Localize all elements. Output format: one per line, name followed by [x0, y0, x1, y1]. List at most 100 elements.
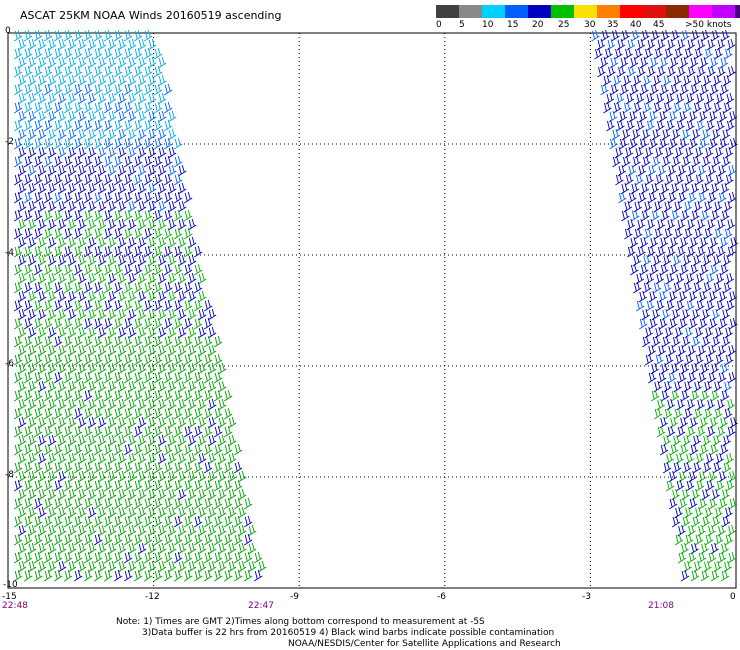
wind-barb	[24, 30, 32, 41]
wind-barb	[693, 102, 701, 113]
wind-barb	[655, 48, 663, 59]
wind-barb	[722, 30, 730, 41]
wind-barb	[623, 102, 631, 113]
wind-barb	[688, 372, 696, 383]
wind-barb	[681, 210, 689, 221]
time-label-swath-left-end: 22:47	[248, 601, 274, 611]
wind-barb	[164, 84, 172, 95]
wind-barb	[669, 318, 677, 329]
wind-barb	[705, 174, 713, 185]
wind-barb	[208, 327, 216, 338]
wind-barb	[709, 318, 717, 329]
wind-barb	[653, 282, 661, 293]
wind-barb	[681, 570, 689, 581]
wind-barb	[654, 408, 662, 419]
wind-barb	[689, 318, 697, 329]
wind-barb	[615, 48, 623, 59]
x-tick-3: -3	[582, 592, 591, 602]
wind-barb	[218, 381, 226, 392]
note-line-1: Note: 1) Times are GMT 2)Times along bot…	[116, 617, 485, 627]
wind-barb	[714, 228, 722, 239]
time-label-swath-left-start: 22:48	[2, 601, 28, 611]
wind-barb	[690, 444, 698, 455]
wind-barb	[660, 84, 668, 95]
wind-barb	[204, 300, 212, 311]
wind-barb	[661, 390, 669, 401]
wind-barb	[635, 48, 643, 59]
wind-barb	[664, 408, 672, 419]
wind-barb	[672, 30, 680, 41]
wind-barb	[715, 48, 723, 59]
wind-barb	[224, 390, 232, 401]
wind-barb	[228, 435, 236, 446]
wind-barb	[94, 30, 102, 41]
wind-barb	[673, 462, 681, 473]
wind-barb	[711, 210, 719, 221]
wind-barb	[719, 498, 727, 509]
wind-barb	[721, 390, 729, 401]
wind-barb	[634, 228, 642, 239]
wind-barb	[651, 390, 659, 401]
wind-barb	[706, 300, 714, 311]
wind-barb	[114, 30, 122, 41]
wind-barb	[612, 156, 620, 167]
wind-barb	[649, 318, 657, 329]
wind-barb	[702, 156, 710, 167]
wind-barb	[651, 210, 659, 221]
wind-barb	[628, 192, 636, 203]
wind-barb	[701, 570, 709, 581]
wind-barb	[682, 336, 690, 347]
wind-barb	[705, 48, 713, 59]
y-tick-4: -4	[5, 248, 14, 258]
wind-barb	[725, 48, 733, 59]
wind-barb	[680, 444, 688, 455]
wind-barb	[618, 66, 626, 77]
wind-barb	[708, 552, 716, 563]
wind-barb	[683, 282, 691, 293]
wind-barb	[630, 264, 638, 275]
wind-barb	[670, 84, 678, 95]
wind-barb	[654, 228, 662, 239]
wind-barb	[254, 552, 262, 563]
wind-barb	[679, 498, 687, 509]
wind-barb	[598, 66, 606, 77]
wind-barb	[658, 192, 666, 203]
y-tick-0: 0	[5, 26, 11, 36]
wind-barb	[158, 57, 166, 68]
wind-barb	[663, 282, 671, 293]
wind-barb	[673, 102, 681, 113]
wind-barb	[224, 408, 232, 419]
wind-barb	[655, 174, 663, 185]
wind-barb	[710, 84, 718, 95]
wind-barb	[718, 552, 726, 563]
wind-barb	[626, 120, 634, 131]
wind-barb	[723, 462, 731, 473]
wind-barb	[702, 30, 710, 41]
wind-barb	[592, 30, 600, 41]
wind-barb	[695, 534, 703, 545]
note-line-2: 3)Data buffer is 22 hrs from 20160519 4)…	[142, 628, 554, 638]
time-label-swath-right: 21:08	[648, 601, 674, 611]
wind-barb	[698, 192, 706, 203]
wind-barb	[718, 66, 726, 77]
wind-barb	[674, 228, 682, 239]
wind-barb	[698, 66, 706, 77]
wind-barb	[692, 336, 700, 347]
wind-barb	[642, 156, 650, 167]
wind-barb	[675, 174, 683, 185]
wind-barb	[675, 534, 683, 545]
wind-barb	[695, 354, 703, 365]
wind-barb	[684, 228, 692, 239]
wind-barb	[174, 156, 182, 167]
wind-barb	[706, 120, 714, 131]
wind-barb	[662, 156, 670, 167]
wind-barb	[691, 570, 699, 581]
wind-barb	[676, 120, 684, 131]
wind-barb	[636, 120, 644, 131]
wind-barb	[218, 363, 226, 374]
wind-barb	[612, 30, 620, 41]
wind-barb	[228, 417, 236, 428]
wind-barb	[710, 444, 718, 455]
wind-barb	[674, 408, 682, 419]
wind-barb	[648, 192, 656, 203]
